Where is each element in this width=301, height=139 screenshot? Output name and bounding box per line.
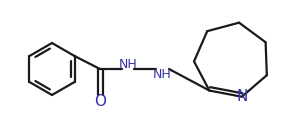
Text: NH: NH (119, 58, 137, 70)
Text: NH: NH (153, 69, 171, 81)
Text: N: N (236, 89, 247, 104)
Text: O: O (94, 95, 106, 110)
